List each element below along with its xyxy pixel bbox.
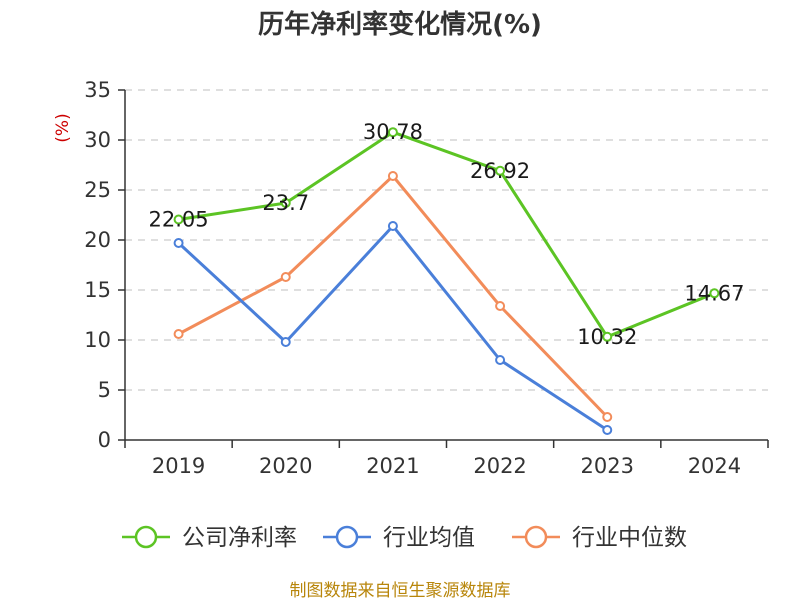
data-label: 30.78 (363, 120, 423, 144)
y-tick-label: 35 (84, 78, 111, 102)
source-note: 制图数据来自恒生聚源数据库 (290, 581, 511, 600)
y-tick-label: 30 (84, 128, 111, 152)
legend-marker (335, 525, 359, 549)
legend-label: 行业均值 (383, 525, 475, 551)
data-point[interactable] (495, 301, 506, 311)
data-point[interactable] (280, 198, 291, 208)
data-point[interactable] (387, 127, 398, 138)
series-line (178, 130, 715, 339)
data-point[interactable] (280, 337, 291, 347)
y-tick-label: 10 (84, 328, 111, 352)
data-label: 22.05 (149, 208, 209, 232)
chart-title: 历年净利率变化情况(%) (258, 9, 542, 40)
data-point[interactable] (495, 355, 506, 365)
data-label: 23.7 (262, 191, 309, 215)
legend-marker (524, 525, 548, 549)
grid-lines (125, 89, 768, 391)
data-point[interactable] (709, 288, 720, 299)
data-point[interactable] (173, 238, 184, 248)
data-point[interactable] (280, 272, 291, 282)
y-axis-unit: (%) (53, 113, 73, 142)
data-point[interactable] (602, 425, 613, 435)
y-tick-label: 20 (84, 228, 111, 252)
legend-item[interactable]: 行业均值 (323, 525, 475, 551)
x-tick-label: 2019 (152, 454, 205, 478)
data-label: 10.32 (577, 325, 637, 349)
data-point[interactable] (173, 214, 184, 225)
legend-label: 行业中位数 (572, 525, 687, 551)
legend-marker (134, 525, 158, 549)
x-tick-label: 2023 (581, 454, 634, 478)
y-tick-label: 5 (98, 378, 111, 402)
series-line (177, 174, 609, 419)
series-line (177, 224, 609, 432)
data-label: 14.67 (684, 281, 744, 305)
x-tick-label: 2022 (473, 454, 526, 478)
axes: 0 5 10 15 20 25 30 35 2019 2020 2021 2022 2023 2024 (84, 78, 769, 478)
legend-item[interactable]: 行业中位数 (512, 525, 687, 551)
y-tick-label: 0 (98, 428, 111, 452)
data-label: 26.92 (470, 159, 530, 183)
data-point[interactable] (387, 221, 398, 231)
data-labels: 22.05 23.7 30.78 26.92 10.32 14.67 (149, 120, 745, 349)
y-tick-label: 25 (84, 178, 111, 202)
series-layer (173, 127, 720, 435)
data-point[interactable] (495, 165, 506, 176)
x-tick-label: 2024 (688, 454, 741, 478)
data-point[interactable] (602, 331, 613, 342)
data-point[interactable] (387, 171, 398, 181)
data-point[interactable] (173, 329, 184, 339)
x-tick-label: 2020 (259, 454, 312, 478)
legend-label: 公司净利率 (182, 525, 297, 551)
legend-item[interactable]: 公司净利率 (122, 525, 297, 551)
data-point[interactable] (602, 412, 613, 422)
x-tick-label: 2021 (366, 454, 419, 478)
y-tick-label: 15 (84, 278, 111, 302)
legend[interactable]: 公司净利率 行业均值 行业中位数 (122, 525, 687, 551)
